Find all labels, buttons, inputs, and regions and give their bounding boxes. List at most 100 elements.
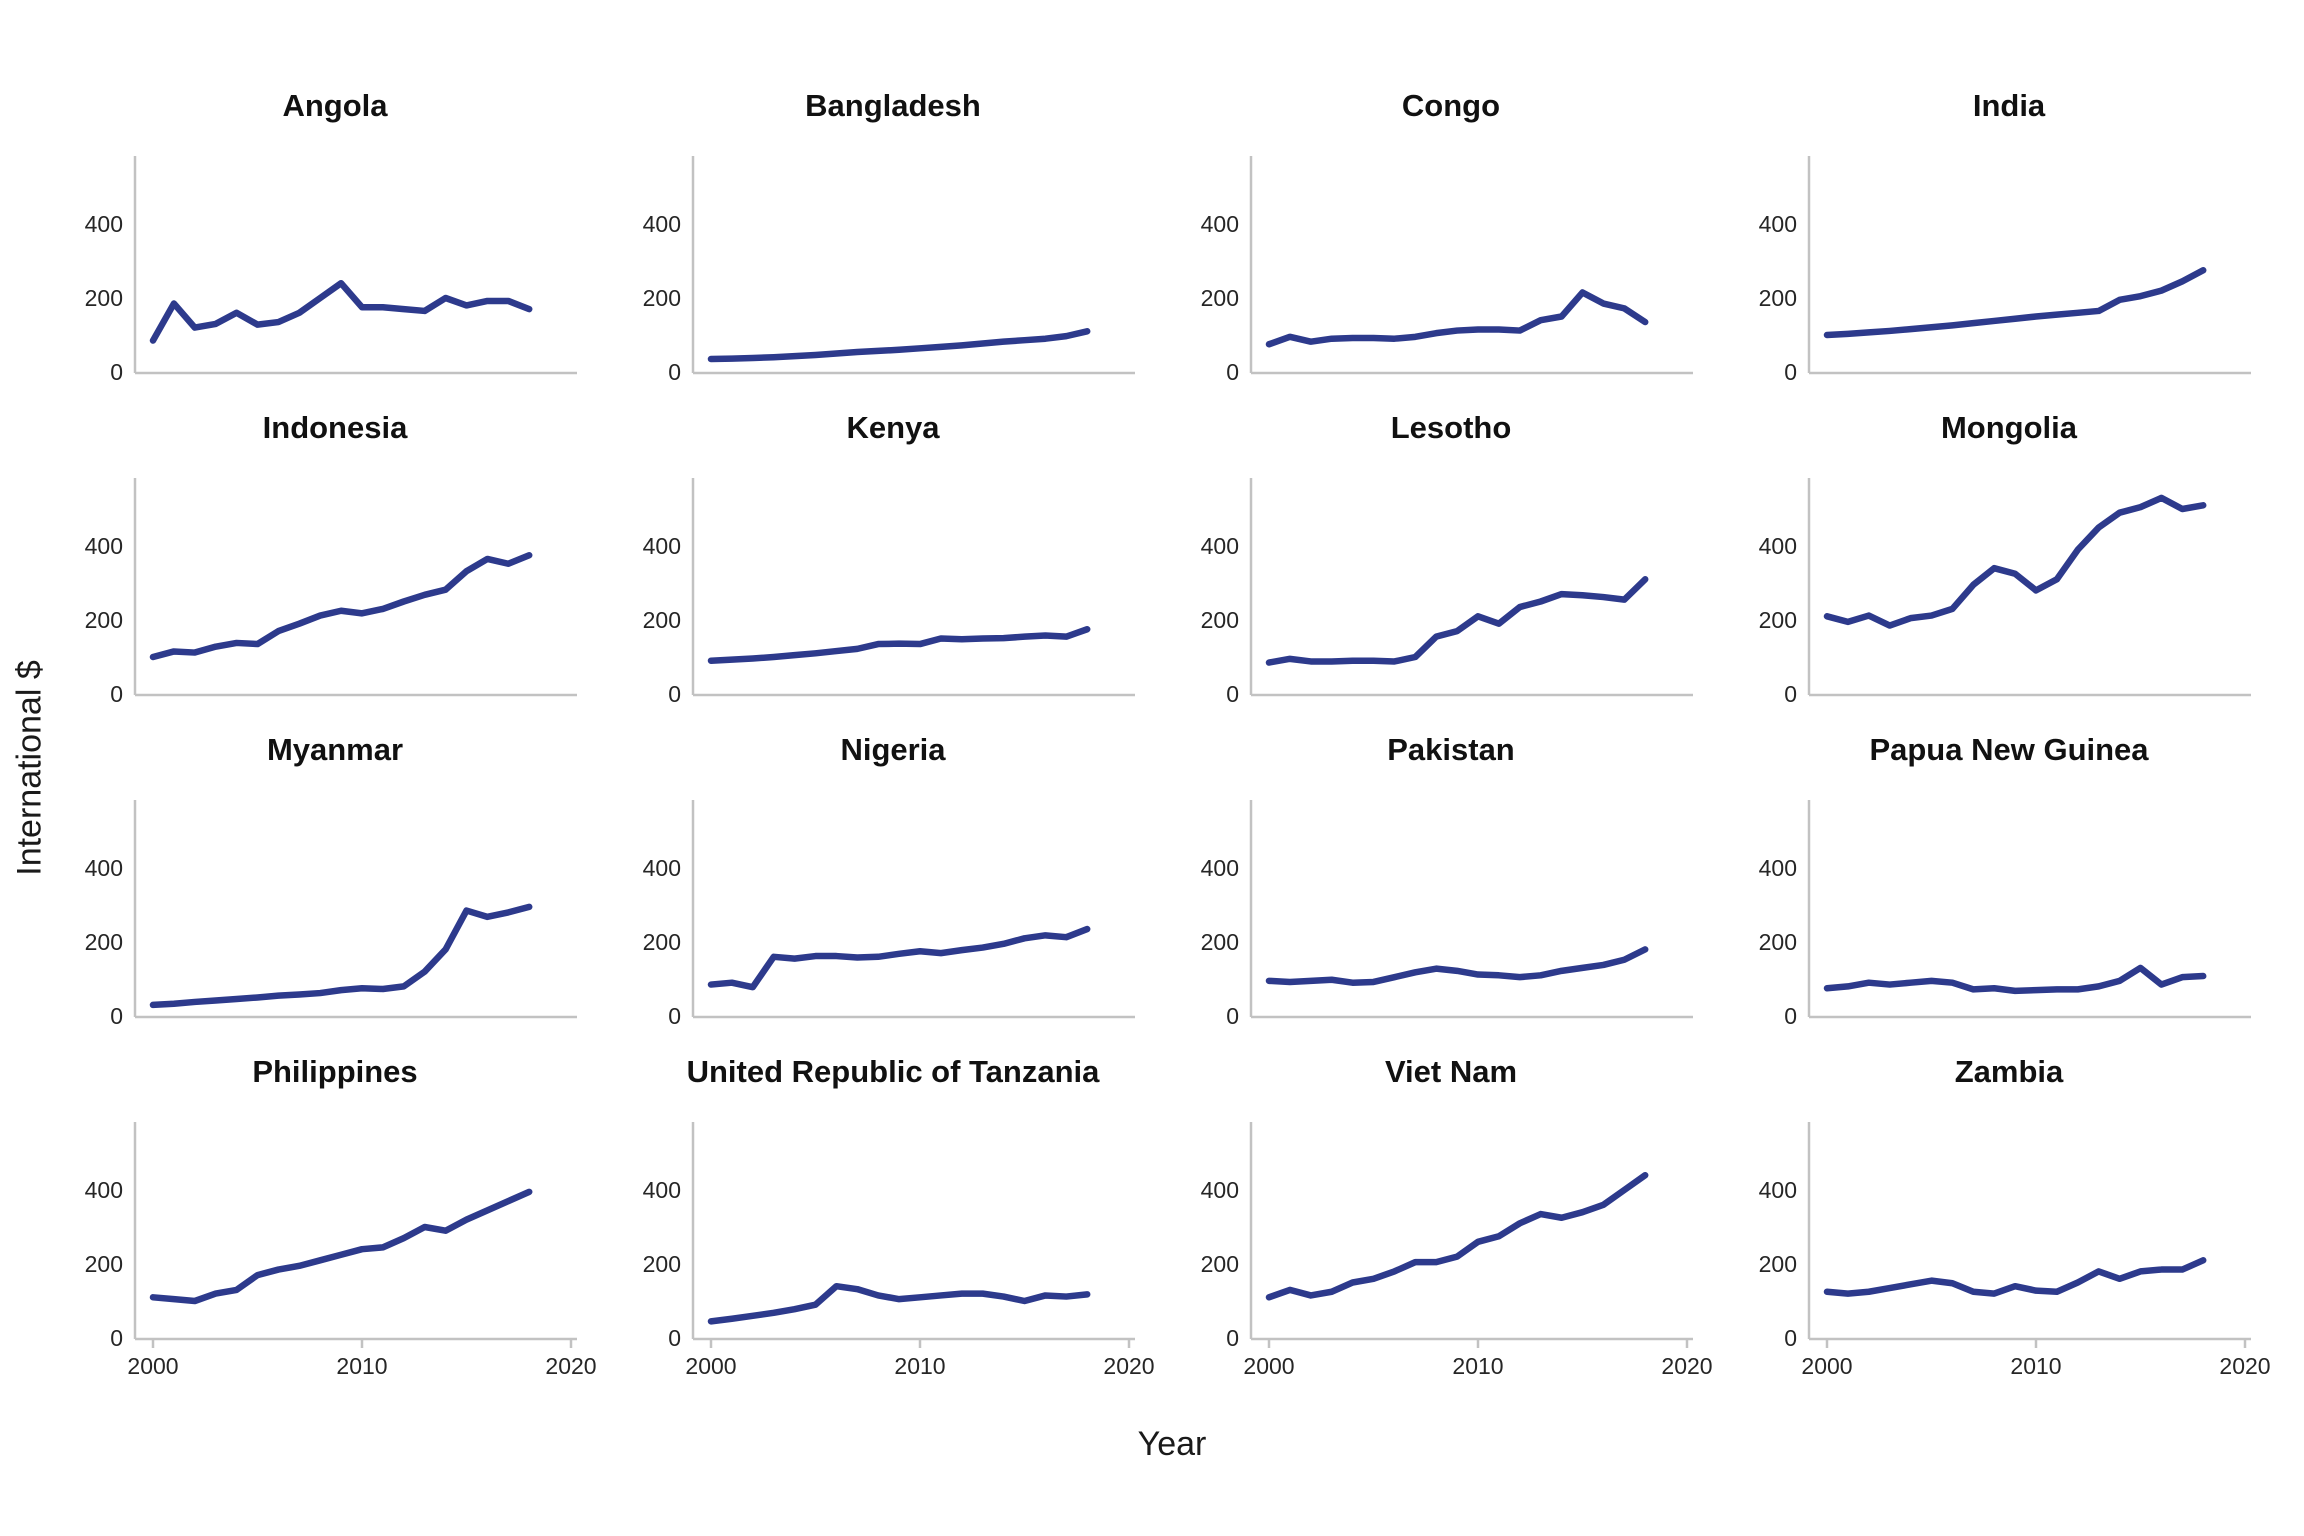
subplot-title: Mongolia xyxy=(1940,409,2078,445)
y-tick-label: 400 xyxy=(643,211,681,237)
subplot-title: Nigeria xyxy=(840,731,946,767)
chart-grid: Angola 0 200 400 Bangladesh 0 200 400 Congo 0 200 4… xyxy=(62,64,2282,1406)
subplot-title: Lesotho xyxy=(1390,409,1512,445)
x-tick-label: 2010 xyxy=(2010,1353,2061,1379)
y-tick-label: 0 xyxy=(1784,1325,1797,1351)
subplot-title: Papua New Guinea xyxy=(1869,731,2149,767)
subplot-united-republic-of-tanzania: United Republic of Tanzania 0 200 400 2000 20… xyxy=(620,1030,1166,1406)
x-tick-label: 2010 xyxy=(894,1353,945,1379)
line-chart-svg: 0 200 400 xyxy=(643,478,1135,707)
subplot-nigeria: Nigeria 0 200 400 xyxy=(620,708,1166,1030)
data-line xyxy=(1265,1171,1649,1301)
y-tick-label: 200 xyxy=(1759,1251,1797,1277)
subplot-pakistan: Pakistan 0 200 400 xyxy=(1178,708,1724,1030)
line-chart-svg: 0 200 400 2000 2010 2020 xyxy=(85,1122,597,1379)
y-tick-label: 400 xyxy=(1759,1177,1797,1203)
data-line xyxy=(1823,1257,2207,1297)
y-tick-label: 0 xyxy=(668,1003,681,1029)
line-chart-svg: 0 200 400 xyxy=(1759,800,2251,1029)
y-tick-label: 0 xyxy=(1784,681,1797,707)
subplot-lesotho: Lesotho 0 200 400 xyxy=(1178,386,1724,708)
y-tick-label: 400 xyxy=(1201,1177,1239,1203)
subplot-title: United Republic of Tanzania xyxy=(686,1053,1100,1089)
y-tick-label: 200 xyxy=(643,285,681,311)
subplot-title: Myanmar xyxy=(266,731,404,767)
subplot-title: Bangladesh xyxy=(805,87,981,123)
subplot-myanmar: Myanmar 0 200 400 xyxy=(62,708,608,1030)
y-tick-label: 200 xyxy=(1759,929,1797,955)
subplot-congo: Congo 0 200 400 xyxy=(1178,64,1724,386)
y-tick-label: 400 xyxy=(85,211,123,237)
y-tick-label: 400 xyxy=(1759,211,1797,237)
y-tick-label: 0 xyxy=(668,359,681,385)
x-tick-label: 2000 xyxy=(1801,1353,1852,1379)
y-tick-label: 200 xyxy=(1759,607,1797,633)
y-axis-label: International $ xyxy=(10,660,49,876)
subplot-mongolia: Mongolia 0 200 400 xyxy=(1736,386,2282,708)
y-tick-label: 0 xyxy=(110,359,123,385)
x-tick-label: 2020 xyxy=(2219,1353,2270,1379)
subplot-bangladesh: Bangladesh 0 200 400 xyxy=(620,64,1166,386)
line-chart-svg: 0 200 400 xyxy=(643,156,1135,385)
y-tick-label: 0 xyxy=(110,1325,123,1351)
y-tick-label: 0 xyxy=(668,681,681,707)
x-tick-label: 2000 xyxy=(1243,1353,1294,1379)
y-tick-label: 200 xyxy=(1201,607,1239,633)
y-tick-label: 200 xyxy=(643,929,681,955)
subplot-title: Congo xyxy=(1401,87,1501,123)
data-line xyxy=(1265,289,1649,348)
y-tick-label: 200 xyxy=(643,1251,681,1277)
y-tick-label: 200 xyxy=(85,607,123,633)
line-chart-svg: 0 200 400 2000 2010 2020 xyxy=(1759,1122,2271,1379)
y-tick-label: 200 xyxy=(85,929,123,955)
data-line xyxy=(1823,267,2207,339)
y-tick-label: 0 xyxy=(110,681,123,707)
y-tick-label: 0 xyxy=(1784,1003,1797,1029)
y-tick-label: 400 xyxy=(1759,533,1797,559)
subplot-angola: Angola 0 200 400 xyxy=(62,64,608,386)
y-tick-label: 0 xyxy=(1226,681,1239,707)
subplot-title: Indonesia xyxy=(262,409,408,445)
line-chart-svg: 0 200 400 xyxy=(85,800,577,1029)
line-chart-svg: 0 200 400 2000 2010 2020 xyxy=(643,1122,1155,1379)
y-tick-label: 0 xyxy=(1226,1325,1239,1351)
data-line xyxy=(149,903,533,1009)
y-tick-label: 400 xyxy=(1201,533,1239,559)
data-line xyxy=(149,552,533,661)
line-chart-svg: 0 200 400 xyxy=(1759,156,2251,385)
subplot-title: Viet Nam xyxy=(1384,1053,1518,1089)
x-tick-label: 2000 xyxy=(127,1353,178,1379)
data-line xyxy=(707,925,1091,991)
y-tick-label: 400 xyxy=(1759,855,1797,881)
subplot-title: Pakistan xyxy=(1387,731,1515,767)
y-tick-label: 0 xyxy=(668,1325,681,1351)
y-tick-label: 400 xyxy=(85,855,123,881)
line-chart-svg: 0 200 400 xyxy=(643,800,1135,1029)
y-tick-label: 0 xyxy=(110,1003,123,1029)
subplot-philippines: Philippines 0 200 400 2000 2010 2020 xyxy=(62,1030,608,1406)
subplot-title: Zambia xyxy=(1954,1053,2064,1089)
data-line xyxy=(149,1188,533,1305)
y-tick-label: 0 xyxy=(1784,359,1797,385)
y-tick-label: 200 xyxy=(1201,1251,1239,1277)
subplot-viet-nam: Viet Nam 0 200 400 2000 2010 2020 xyxy=(1178,1030,1724,1406)
line-chart-svg: 0 200 400 xyxy=(85,478,577,707)
x-tick-label: 2010 xyxy=(336,1353,387,1379)
y-tick-label: 200 xyxy=(1759,285,1797,311)
y-tick-label: 200 xyxy=(1201,929,1239,955)
line-chart-svg: 0 200 400 xyxy=(1201,478,1693,707)
data-line xyxy=(1823,964,2207,995)
line-chart-svg: 0 200 400 xyxy=(1759,478,2251,707)
subplot-title: India xyxy=(1972,87,2046,123)
y-tick-label: 0 xyxy=(1226,359,1239,385)
x-axis-label: Year xyxy=(1137,1425,1207,1463)
x-tick-label: 2020 xyxy=(545,1353,596,1379)
data-line xyxy=(707,1282,1091,1325)
data-line xyxy=(149,279,533,344)
y-tick-label: 400 xyxy=(643,855,681,881)
y-tick-label: 400 xyxy=(85,533,123,559)
y-tick-label: 400 xyxy=(643,533,681,559)
y-tick-label: 0 xyxy=(1226,1003,1239,1029)
subplot-title: Kenya xyxy=(846,409,940,445)
